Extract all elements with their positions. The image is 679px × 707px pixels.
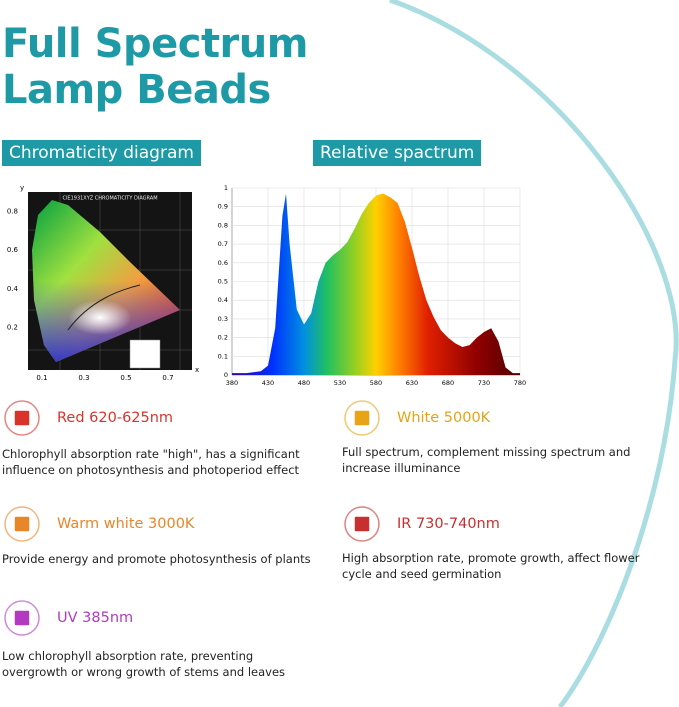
bead-name: Red 620-625nm xyxy=(57,410,174,426)
bead-desc: Low chlorophyll absorption rate, prevent… xyxy=(2,649,286,679)
chromaticity-x-tick: 0.1 xyxy=(36,374,47,382)
chromaticity-y-tick: 0.2 xyxy=(7,323,18,331)
y-tick-label: 0.6 xyxy=(218,259,228,267)
title-line: Full Spectrum xyxy=(2,21,308,67)
planckian-locus xyxy=(67,284,141,331)
x-tick-label: 530 xyxy=(334,379,346,387)
y-tick-label: 0.1 xyxy=(218,352,228,360)
bead-desc: Chlorophyll absorption rate "high", has … xyxy=(2,447,300,477)
y-tick-label: 0.9 xyxy=(218,203,228,211)
chromaticity-white xyxy=(55,285,145,335)
bead-name: White 5000K xyxy=(397,410,491,426)
bead-desc: Full spectrum, complement missing spectr… xyxy=(342,445,631,475)
x-tick-label: 430 xyxy=(262,379,274,387)
x-tick-label: 680 xyxy=(442,379,454,387)
y-tick-label: 1 xyxy=(224,184,228,192)
chromaticity-x-tick: 0.3 xyxy=(78,374,89,382)
chromaticity-title: CIE1931XYZ CHROMATICITY DIAGRAM xyxy=(62,196,157,202)
x-tick-label: 380 xyxy=(226,379,238,387)
section-label: Relative spactrum xyxy=(313,140,482,166)
bead-name: UV 385nm xyxy=(57,610,134,626)
x-tick-label: 630 xyxy=(406,379,418,387)
bead-desc: Provide energy and promote photosynthesi… xyxy=(2,552,311,566)
section-label: Chromaticity diagram xyxy=(2,140,201,166)
inset-plot xyxy=(129,339,161,369)
y-tick-label: 0.2 xyxy=(218,334,228,342)
bead-name: IR 730-740nm xyxy=(397,516,500,532)
y-tick-label: 0.5 xyxy=(218,278,228,286)
x-tick-label: 780 xyxy=(514,379,526,387)
decor-arc xyxy=(389,0,679,707)
bead-icon xyxy=(13,609,31,627)
y-tick-label: 0.8 xyxy=(218,221,228,229)
chromaticity-y-tick: 0.8 xyxy=(7,208,18,216)
chromaticity-x-tick: 0.5 xyxy=(120,374,131,382)
bead-icon xyxy=(13,409,31,427)
bead-icon xyxy=(13,515,31,533)
y-tick-label: 0 xyxy=(224,371,228,379)
y-tick-label: 0.4 xyxy=(218,296,228,304)
chromaticity-x-tick: 0.7 xyxy=(162,374,173,382)
chromaticity-x-label: x xyxy=(195,366,199,374)
bead-icon xyxy=(353,515,371,533)
bead-name: Warm white 3000K xyxy=(57,516,195,532)
spectrum-area xyxy=(232,193,520,375)
x-tick-label: 730 xyxy=(478,379,490,387)
title-line: Lamp Beads xyxy=(2,67,271,113)
chromaticity-y-label: y xyxy=(20,184,24,192)
chromaticity-y-tick: 0.4 xyxy=(7,285,19,293)
bead-icon xyxy=(353,409,371,427)
chromaticity-y-tick: 0.6 xyxy=(7,246,19,254)
bead-desc: High absorption rate, promote growth, af… xyxy=(342,551,640,581)
x-tick-label: 480 xyxy=(298,379,310,387)
x-tick-label: 580 xyxy=(370,379,382,387)
y-tick-label: 0.7 xyxy=(218,240,228,248)
y-tick-label: 0.3 xyxy=(218,315,228,323)
